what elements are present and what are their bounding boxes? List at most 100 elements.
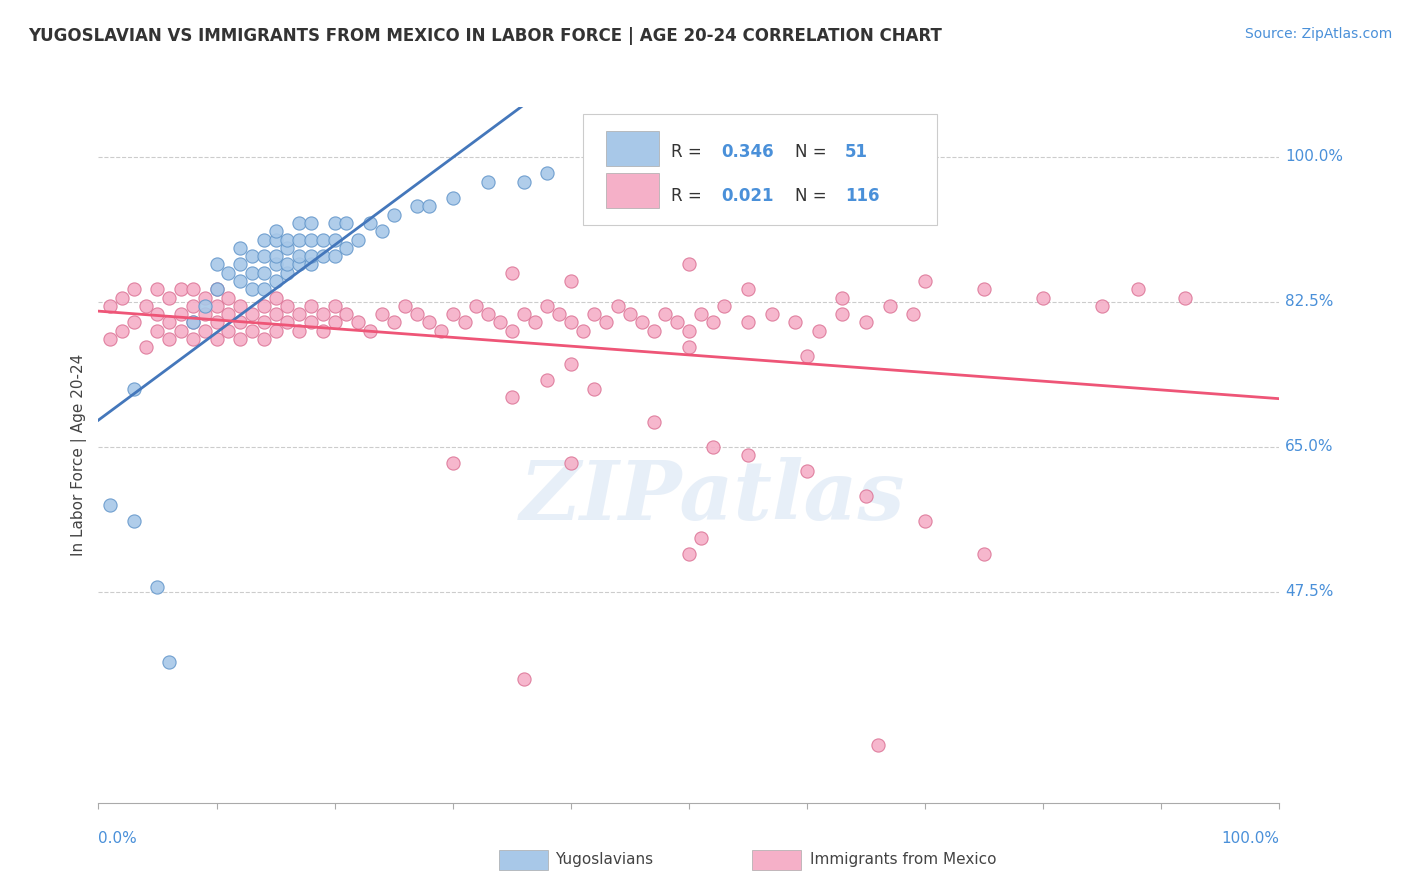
Point [194,291,217,305]
Text: R =: R = [671,143,707,161]
Point [276,315,298,329]
Point [181,282,204,296]
Point [371,307,394,321]
Point [264,224,287,238]
Point [253,315,276,329]
Point [689,307,711,321]
Point [678,257,700,271]
Text: R =: R = [671,187,707,205]
Text: N =: N = [796,143,832,161]
Point [347,233,370,247]
Point [323,299,346,313]
Point [855,489,877,503]
Point [973,282,995,296]
Point [312,324,335,338]
Point [807,324,830,338]
Point [1032,291,1054,305]
Point [264,307,287,321]
Point [831,307,853,321]
Point [607,299,630,313]
Point [406,307,429,321]
Point [560,456,582,470]
Point [583,307,606,321]
Point [181,332,204,346]
Point [240,282,263,296]
Point [441,456,464,470]
Point [914,274,936,288]
Point [501,324,523,338]
Point [288,233,311,247]
Point [548,307,571,321]
Point [796,349,818,363]
Point [122,382,145,396]
Point [122,315,145,329]
Point [678,547,700,561]
Point [205,257,228,271]
Point [477,307,499,321]
Text: Immigrants from Mexico: Immigrants from Mexico [810,853,997,867]
Point [111,291,134,305]
Point [441,307,464,321]
Point [299,315,322,329]
Point [737,282,759,296]
Point [595,315,617,329]
Point [737,448,759,462]
Point [678,340,700,354]
Point [560,315,582,329]
Point [264,324,287,338]
Point [382,208,405,222]
Point [146,282,169,296]
Point [666,315,689,329]
Point [299,299,322,313]
Point [157,291,180,305]
Point [194,299,217,313]
Point [512,175,534,189]
Point [276,299,298,313]
Point [205,315,228,329]
Point [205,299,228,313]
Point [122,514,145,528]
Text: ZIPatlas: ZIPatlas [520,457,905,537]
Point [501,266,523,280]
Point [299,233,322,247]
Point [560,357,582,371]
Point [240,324,263,338]
Point [170,282,193,296]
Point [194,324,217,338]
Text: Source: ZipAtlas.com: Source: ZipAtlas.com [1244,27,1392,41]
Point [98,299,121,313]
Point [796,465,818,479]
Point [253,299,276,313]
Point [111,324,134,338]
Point [253,233,276,247]
Point [253,249,276,263]
FancyBboxPatch shape [606,173,659,208]
Point [323,233,346,247]
Point [264,274,287,288]
Point [194,307,217,321]
Point [1091,299,1114,313]
Point [157,315,180,329]
Point [229,274,252,288]
Point [418,199,440,213]
Text: 116: 116 [845,187,879,205]
Point [312,233,335,247]
Point [312,307,335,321]
Point [1174,291,1197,305]
Point [146,307,169,321]
Point [489,315,512,329]
Text: 0.0%: 0.0% [98,830,138,846]
Point [253,266,276,280]
Point [170,324,193,338]
Text: N =: N = [796,187,832,205]
Point [702,440,724,454]
Point [654,307,676,321]
Point [253,332,276,346]
Point [903,307,925,321]
Point [240,307,263,321]
Point [240,266,263,280]
Point [288,216,311,230]
Point [122,282,145,296]
Point [453,315,475,329]
Point [560,274,582,288]
